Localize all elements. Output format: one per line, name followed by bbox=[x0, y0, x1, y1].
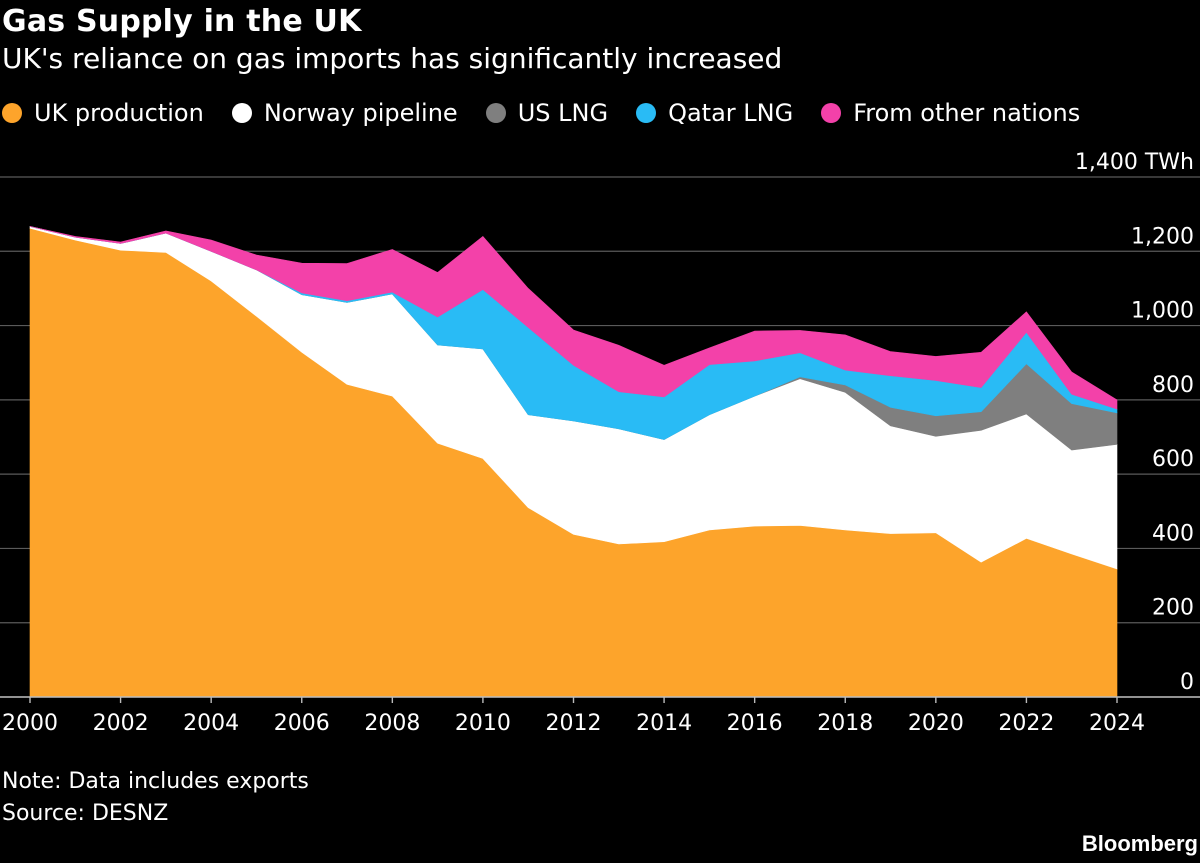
x-tick-label-2016: 2016 bbox=[727, 711, 783, 736]
legend: UK production Norway pipeline US LNG Qat… bbox=[2, 96, 1108, 130]
brand-logo: Bloomberg bbox=[1081, 831, 1198, 856]
legend-label-qatar-lng: Qatar LNG bbox=[668, 99, 794, 127]
legend-item-uk-production: UK production bbox=[2, 99, 204, 127]
y-tick-label-200: 200 bbox=[1152, 596, 1194, 621]
y-tick-label-1000: 1,000 bbox=[1131, 299, 1194, 324]
y-tick-label-800: 800 bbox=[1152, 373, 1194, 398]
chart-note: Note: Data includes exports bbox=[2, 769, 309, 794]
legend-item-other-nations: From other nations bbox=[821, 99, 1080, 127]
legend-label-uk-production: UK production bbox=[34, 99, 204, 127]
x-tick-label-2008: 2008 bbox=[364, 711, 420, 736]
x-tick-label-2004: 2004 bbox=[183, 711, 239, 736]
x-tick-label-2000: 2000 bbox=[2, 711, 58, 736]
legend-swatch-norway-pipeline bbox=[231, 103, 252, 123]
stacked-area-chart: 0 200 400 600 800 1,000 1,200 1,400 TWh 2000 2002… bbox=[0, 150, 1200, 736]
legend-item-qatar-lng: Qatar LNG bbox=[636, 99, 793, 127]
y-tick-label-600: 600 bbox=[1152, 447, 1194, 472]
legend-swatch-other-nations bbox=[821, 103, 842, 123]
chart-source: Source: DESNZ bbox=[2, 801, 169, 826]
legend-item-norway-pipeline: Norway pipeline bbox=[231, 99, 458, 127]
y-tick-label-400: 400 bbox=[1152, 521, 1194, 546]
x-tick-label-2022: 2022 bbox=[998, 711, 1054, 736]
legend-swatch-qatar-lng bbox=[636, 103, 657, 123]
x-tick-label-2014: 2014 bbox=[636, 711, 692, 736]
x-tick-label-2010: 2010 bbox=[455, 711, 511, 736]
area-from-other-nations bbox=[29, 226, 1118, 410]
legend-label-other-nations: From other nations bbox=[853, 99, 1081, 127]
x-tick-label-2002: 2002 bbox=[93, 711, 149, 736]
chart-title: Gas Supply in the UK bbox=[2, 4, 362, 39]
x-tick-label-2012: 2012 bbox=[546, 711, 602, 736]
legend-label-us-lng: US LNG bbox=[517, 99, 609, 127]
legend-item-us-lng: US LNG bbox=[485, 99, 609, 127]
legend-label-norway-pipeline: Norway pipeline bbox=[263, 99, 458, 127]
x-tick-label-2018: 2018 bbox=[817, 711, 873, 736]
y-axis-unit-label: 1,400 TWh bbox=[1075, 150, 1194, 175]
y-tick-label-1200: 1,200 bbox=[1131, 224, 1194, 249]
x-tick-label-2020: 2020 bbox=[908, 711, 964, 736]
legend-swatch-uk-production bbox=[2, 103, 22, 123]
chart-subtitle: UK's reliance on gas imports has signifi… bbox=[2, 42, 783, 75]
x-tick-label-2006: 2006 bbox=[274, 711, 330, 736]
legend-swatch-us-lng bbox=[485, 103, 506, 123]
x-tick-label-2024: 2024 bbox=[1089, 711, 1145, 736]
y-tick-label-0: 0 bbox=[1180, 670, 1194, 695]
